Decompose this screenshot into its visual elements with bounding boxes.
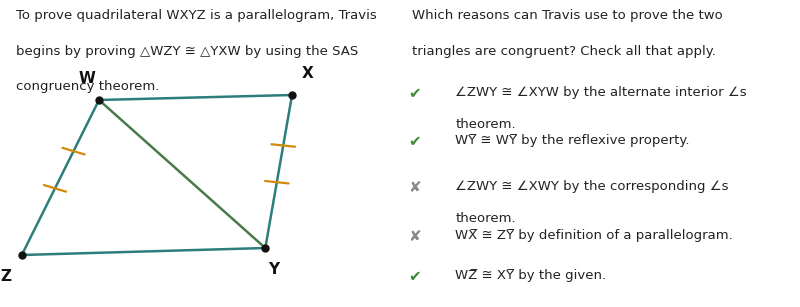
Text: X: X: [302, 66, 314, 81]
Text: WZ̅ ≅ XY̅ by the given.: WZ̅ ≅ XY̅ by the given.: [455, 269, 606, 282]
Text: ✔: ✔: [408, 269, 421, 284]
Text: begins by proving △WZY ≅ △YXW by using the SAS: begins by proving △WZY ≅ △YXW by using t…: [16, 45, 358, 57]
Text: ✔: ✔: [408, 86, 421, 101]
Text: ∠ZWY ≅ ∠XYW by the alternate interior ∠s: ∠ZWY ≅ ∠XYW by the alternate interior ∠s: [455, 86, 747, 99]
Text: ✘: ✘: [408, 180, 421, 195]
Text: WX̅ ≅ ZY̅ by definition of a parallelogram.: WX̅ ≅ ZY̅ by definition of a parallelogr…: [455, 229, 734, 242]
Text: Which reasons can Travis use to prove the two: Which reasons can Travis use to prove th…: [412, 9, 722, 22]
Text: congruency theorem.: congruency theorem.: [16, 80, 159, 93]
Text: W: W: [78, 71, 95, 86]
Text: Y: Y: [268, 262, 279, 277]
Text: ✔: ✔: [408, 134, 421, 149]
Text: ∠ZWY ≅ ∠XWY by the corresponding ∠s: ∠ZWY ≅ ∠XWY by the corresponding ∠s: [455, 180, 729, 192]
Text: Z: Z: [1, 269, 11, 284]
Text: theorem.: theorem.: [455, 212, 516, 225]
Text: To prove quadrilateral WXYZ is a parallelogram, Travis: To prove quadrilateral WXYZ is a paralle…: [16, 9, 377, 22]
Text: triangles are congruent? Check all that apply.: triangles are congruent? Check all that …: [412, 45, 716, 57]
Text: ✘: ✘: [408, 229, 421, 244]
Text: WY̅ ≅ WY̅ by the reflexive property.: WY̅ ≅ WY̅ by the reflexive property.: [455, 134, 690, 146]
Text: theorem.: theorem.: [455, 118, 516, 131]
